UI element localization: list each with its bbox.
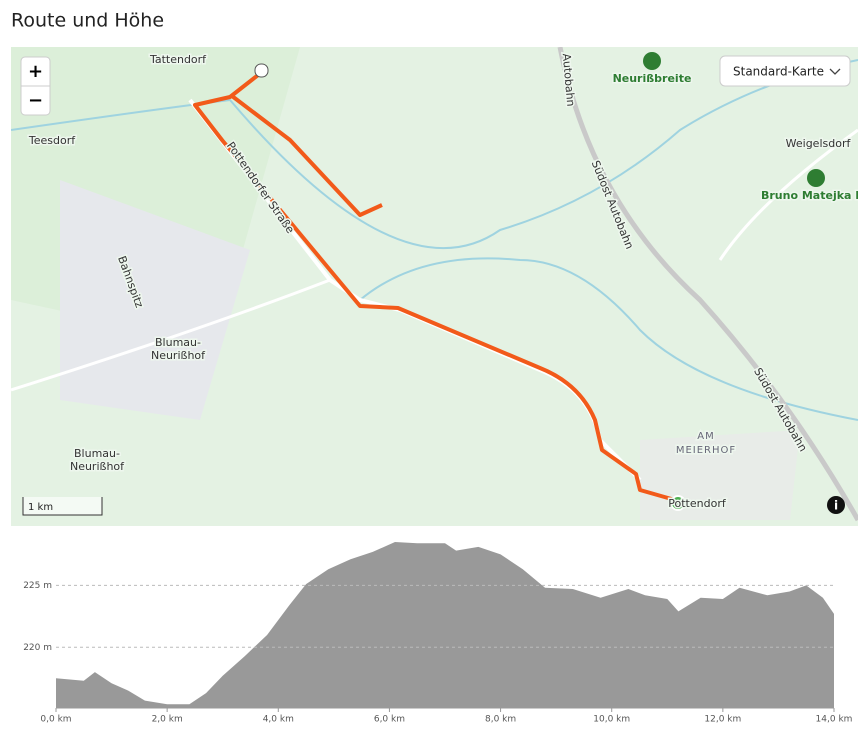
x-tick-label: 2,0 km (152, 715, 183, 725)
x-tick-label: 10,0 km (593, 715, 630, 725)
map[interactable]: Tattendorf Teesdorf Bahnspitz Blumau- Ne… (11, 47, 861, 526)
page-title: Route und Höhe (11, 10, 164, 32)
layer-select[interactable]: Standard-Karte (733, 65, 824, 79)
zoom-in[interactable]: + (28, 61, 43, 82)
zoom-out[interactable]: − (28, 90, 43, 111)
info-button[interactable]: i (834, 499, 838, 513)
elevation-area (56, 541, 834, 708)
map-label: Pottendorf (668, 497, 727, 510)
map-label: Weigelsdorf (786, 137, 852, 150)
map-label: Bruno Matejka Par (761, 189, 861, 202)
map-label: Neurißbreite (613, 72, 692, 85)
x-tick-label: 0,0 km (40, 715, 71, 725)
map-label: Neurißhof (151, 349, 206, 362)
map-label: Blumau- (155, 336, 201, 349)
map-label: Teesdorf (28, 134, 76, 147)
x-tick-label: 8,0 km (485, 715, 516, 725)
zoom-control: + − (20, 56, 51, 116)
x-tick-label: 6,0 km (374, 715, 405, 725)
y-tick-label: 220 m (23, 643, 52, 653)
map-label: AM (697, 431, 714, 442)
x-tick-label: 14,0 km (816, 715, 853, 725)
map-label: Tattendorf (149, 53, 207, 66)
scale-bar: 1 km (28, 502, 53, 513)
y-tick-label: 225 m (23, 581, 52, 591)
map-label: Blumau- (74, 447, 120, 460)
map-label: Autobahn (560, 53, 578, 107)
map-label: MEIERHOF (676, 445, 736, 456)
map-label: Neurißhof (70, 460, 125, 473)
x-tick-label: 12,0 km (704, 715, 741, 725)
x-tick-label: 4,0 km (263, 715, 294, 725)
